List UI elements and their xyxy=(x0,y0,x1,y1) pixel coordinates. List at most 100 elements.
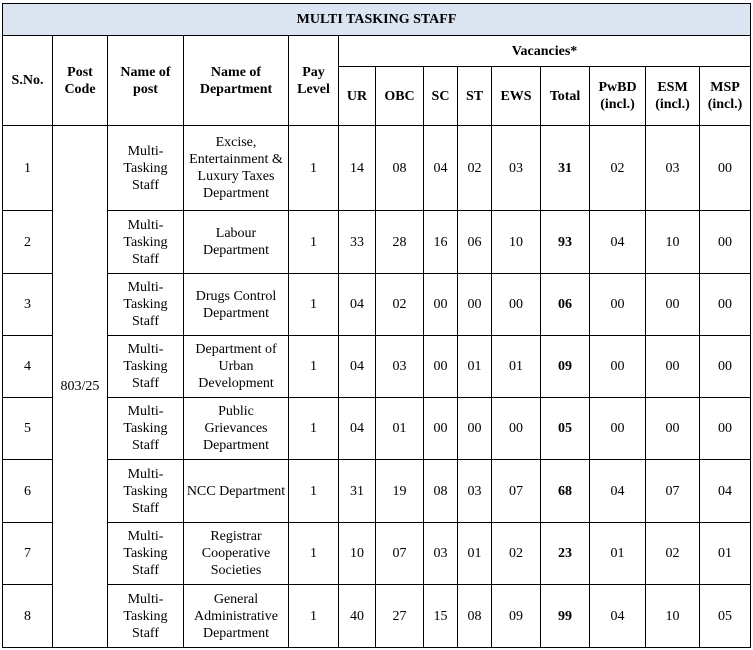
vacancy-cell: 10 xyxy=(645,210,700,274)
post-cell: Multi-Tasking Staff xyxy=(107,584,184,648)
serial-cell: 5 xyxy=(2,397,53,460)
vacancy-cell: 31 xyxy=(338,459,376,523)
vacancy-cell: 00 xyxy=(491,273,541,336)
serial-cell: 8 xyxy=(2,584,53,648)
pay-level-cell: 1 xyxy=(288,273,339,336)
vacancy-cell: 15 xyxy=(423,584,458,648)
vacancy-cell: 05 xyxy=(698,584,752,648)
vacancy-cell: 16 xyxy=(423,210,458,274)
subheader-cell: EWS xyxy=(491,66,541,126)
department-cell: Public Grievances Department xyxy=(183,397,289,460)
vacancy-cell: 00 xyxy=(645,397,700,460)
serial-cell: 4 xyxy=(2,335,53,398)
vacancy-cell: 05 xyxy=(540,397,590,460)
post-cell: Multi-Tasking Staff xyxy=(107,125,184,211)
vacancy-cell: 02 xyxy=(375,273,424,336)
vacancy-cell: 04 xyxy=(423,125,458,211)
vacancy-cell: 00 xyxy=(698,210,752,274)
post-cell: Multi-Tasking Staff xyxy=(107,522,184,585)
post-code-cell: 803/25 xyxy=(52,125,108,648)
vacancy-cell: 01 xyxy=(457,335,492,398)
vacancy-cell: 07 xyxy=(375,522,424,585)
pay-level-cell: 1 xyxy=(288,459,339,523)
pay-level-cell: 1 xyxy=(288,210,339,274)
data-row: 6 Multi-Tasking Staff NCC Department 1 31 19 0… xyxy=(2,459,752,523)
vacancy-cell: 33 xyxy=(338,210,376,274)
vacancy-cell: 08 xyxy=(423,459,458,523)
vacancy-cell: 04 xyxy=(698,459,752,523)
vacancy-cell: 00 xyxy=(589,335,646,398)
subheader-cell: ST xyxy=(457,66,492,126)
vacancy-cell: 14 xyxy=(338,125,376,211)
pay-level-cell: 1 xyxy=(288,584,339,648)
serial-cell: 1 xyxy=(2,125,53,211)
header-cell: S.No. xyxy=(2,35,53,126)
vacancy-cell: 01 xyxy=(589,522,646,585)
vacancy-cell: 01 xyxy=(698,522,752,585)
table-body: MULTI TASKING STAFF S.No. Post Code Name of… xyxy=(1,3,752,648)
vacancy-cell: 04 xyxy=(338,397,376,460)
vacancy-cell: 00 xyxy=(423,273,458,336)
department-cell: NCC Department xyxy=(183,459,289,523)
data-row: 3 Multi-Tasking Staff Drugs Control Depart… xyxy=(2,273,752,336)
pay-level-cell: 1 xyxy=(288,522,339,585)
vacancy-cell: 02 xyxy=(457,125,492,211)
pay-level-cell: 1 xyxy=(288,125,339,211)
vacancy-cell: 28 xyxy=(375,210,424,274)
vacancy-cell: 31 xyxy=(540,125,590,211)
pay-level-cell: 1 xyxy=(288,335,339,398)
vacancy-cell: 00 xyxy=(698,273,752,336)
subheader-cell: MSP (incl.) xyxy=(698,66,752,126)
vacancy-cell: 00 xyxy=(589,397,646,460)
serial-cell: 2 xyxy=(2,210,53,274)
data-row: 2 Multi-Tasking Staff Labour Department 1 33… xyxy=(2,210,752,274)
vacancy-cell: 00 xyxy=(698,125,752,211)
department-cell: Excise, Entertainment & Luxury Taxes Dep… xyxy=(183,125,289,211)
post-cell: Multi-Tasking Staff xyxy=(107,335,184,398)
vacancy-cell: 00 xyxy=(423,397,458,460)
subheader-cell: UR xyxy=(338,66,376,126)
vacancy-cell: 10 xyxy=(338,522,376,585)
vacancy-cell: 08 xyxy=(375,125,424,211)
vacancy-cell: 23 xyxy=(540,522,590,585)
header-cell: Pay Level xyxy=(288,35,339,126)
data-row: 4 Multi-Tasking Staff Department of Urban … xyxy=(2,335,752,398)
vacancy-cell: 00 xyxy=(457,397,492,460)
post-cell: Multi-Tasking Staff xyxy=(107,273,184,336)
vacancy-cell: 00 xyxy=(457,273,492,336)
data-row: 8 Multi-Tasking Staff General Administrati… xyxy=(2,584,752,648)
subheader-cell: OBC xyxy=(375,66,424,126)
vacancy-cell: 00 xyxy=(589,273,646,336)
header-cell: Name of post xyxy=(107,35,184,126)
vacancy-cell: 09 xyxy=(491,584,541,648)
pay-level-cell: 1 xyxy=(288,397,339,460)
data-row: 7 Multi-Tasking Staff Registrar Cooperativ… xyxy=(2,522,752,585)
vacancy-cell: 93 xyxy=(540,210,590,274)
serial-cell: 3 xyxy=(2,273,53,336)
subheader-cell: Total xyxy=(540,66,590,126)
department-cell: General Administrative Department xyxy=(183,584,289,648)
vacancy-cell: 04 xyxy=(589,584,646,648)
vacancy-cell: 08 xyxy=(457,584,492,648)
vacancy-cell: 04 xyxy=(589,210,646,274)
vacancy-cell: 02 xyxy=(645,522,700,585)
vacancy-cell: 10 xyxy=(645,584,700,648)
vacancy-cell: 10 xyxy=(491,210,541,274)
vacancy-cell: 06 xyxy=(457,210,492,274)
vacancy-cell: 02 xyxy=(491,522,541,585)
vacancy-cell: 19 xyxy=(375,459,424,523)
vacancy-cell: 04 xyxy=(338,273,376,336)
subheader-cell: PwBD (incl.) xyxy=(589,66,646,126)
data-row: 1 803/25 Multi-Tasking Staff Excise, Entert… xyxy=(2,125,752,648)
vacancy-cell: 27 xyxy=(375,584,424,648)
vacancy-cell: 07 xyxy=(491,459,541,523)
subheader-cell: ESM (incl.) xyxy=(645,66,700,126)
vacancy-cell: 04 xyxy=(589,459,646,523)
department-cell: Drugs Control Department xyxy=(183,273,289,336)
title-row: MULTI TASKING STAFF xyxy=(1,3,752,36)
vacancy-cell: 03 xyxy=(645,125,700,211)
department-cell: Registrar Cooperative Societies xyxy=(183,522,289,585)
post-cell: Multi-Tasking Staff xyxy=(107,397,184,460)
vacancy-cell: 01 xyxy=(457,522,492,585)
vacancy-cell: 40 xyxy=(338,584,376,648)
